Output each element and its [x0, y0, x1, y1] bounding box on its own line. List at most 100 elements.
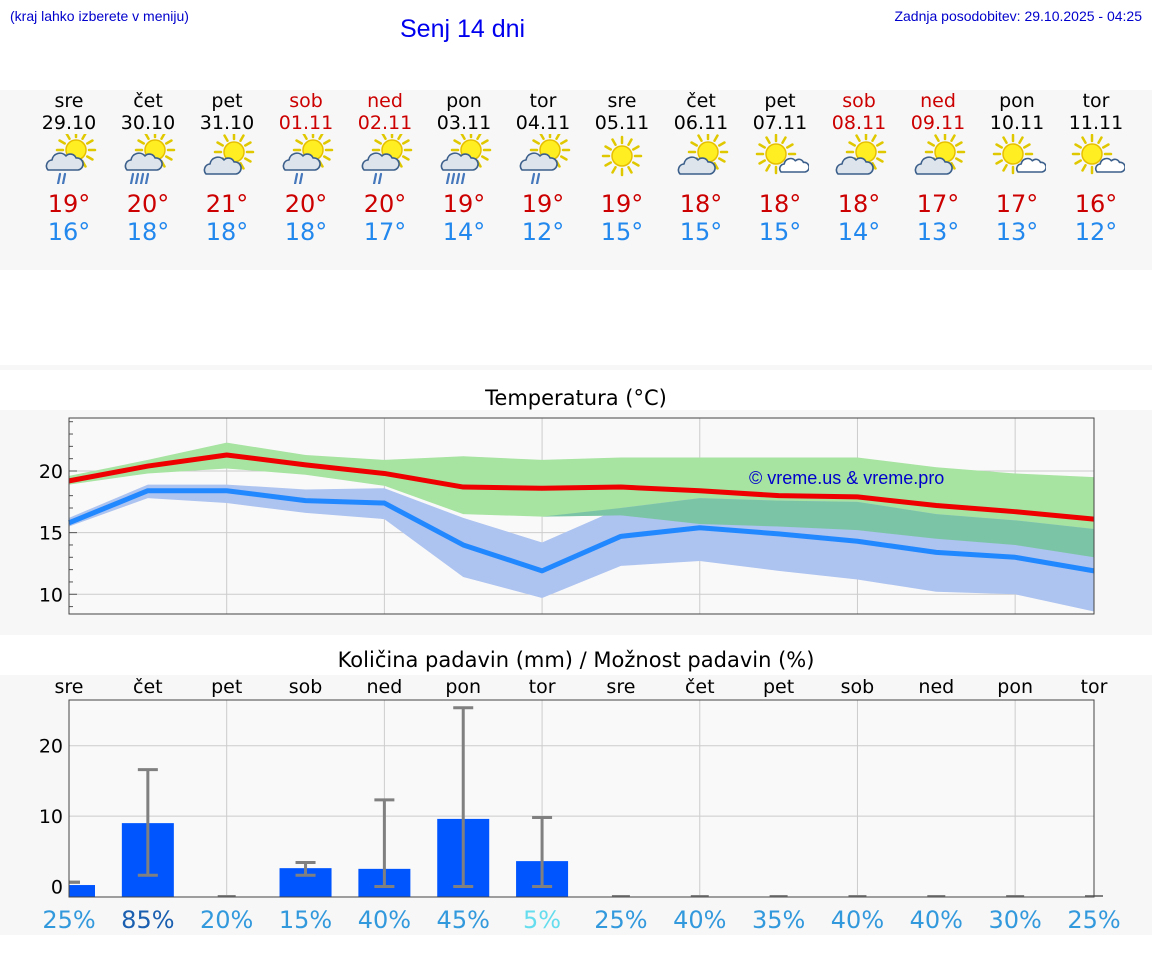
day-name: pet: [211, 90, 243, 112]
day-date: 02.11: [357, 112, 413, 134]
forecast-day: ned 02.11 20° 17°: [346, 90, 425, 246]
y-tick-label: 20: [39, 461, 63, 483]
precipitation-probability: 40%: [673, 906, 726, 934]
x-tick-label: pon: [997, 676, 1033, 698]
sun-cloud-rain-icon: [519, 134, 571, 184]
min-temperature: 15°: [679, 218, 723, 246]
day-name: sre: [54, 90, 84, 112]
min-temperature: 13°: [995, 218, 1039, 246]
day-date: 10.11: [989, 112, 1045, 134]
watermark: © vreme.us & vreme.pro: [749, 468, 944, 488]
x-tick-label: pet: [763, 676, 794, 698]
sun-cloud-icon: [203, 134, 255, 175]
y-tick-label: 0: [51, 876, 63, 898]
min-temperature: 18°: [284, 218, 328, 246]
forecast-strip: sre 29.10 19° 16° čet 30.10 20° 18° pet 31.10 21° 1…: [0, 90, 1152, 270]
sun-cloud-rain-icon: [282, 134, 334, 184]
sun-cloud-icon: [835, 134, 887, 175]
min-temperature: 14°: [837, 218, 881, 246]
day-name: pet: [764, 90, 796, 112]
x-tick-label: ned: [918, 676, 954, 698]
precipitation-probability: 25%: [1067, 906, 1120, 934]
precipitation-probability: 25%: [594, 906, 647, 934]
forecast-day: tor 11.11 16° 12°: [1057, 90, 1136, 246]
forecast-day: sob 08.11 18° 14°: [820, 90, 899, 246]
y-tick-label: 20: [39, 736, 63, 758]
day-date: 01.11: [278, 112, 334, 134]
day-date: 29.10: [41, 112, 97, 134]
precipitation-probability: 30%: [988, 906, 1041, 934]
day-date: 09.11: [910, 112, 966, 134]
min-temperature: 15°: [758, 218, 802, 246]
sun-cloud-rain-icon: [361, 134, 413, 184]
sun-cloud-icon: [677, 134, 729, 175]
day-date: 07.11: [752, 112, 808, 134]
sun-small-cloud-icon: [1071, 134, 1125, 175]
day-name: čet: [686, 90, 716, 112]
last-updated: Zadnja posodobitev: 29.10.2025 - 04:25: [894, 8, 1142, 24]
sun-cloud-heavy-rain-icon: [440, 134, 492, 184]
max-temperature: 17°: [916, 190, 960, 218]
page-title: Senj 14 dni: [400, 15, 526, 43]
forecast-day: pon 03.11 19° 14°: [425, 90, 504, 246]
day-name: sob: [842, 90, 876, 112]
precipitation-probability: 45%: [437, 906, 490, 934]
x-tick-label: ned: [366, 676, 402, 698]
forecast-day: sob 01.11 20° 18°: [267, 90, 346, 246]
day-date: 03.11: [436, 112, 492, 134]
max-temperature: 18°: [679, 190, 723, 218]
max-temperature: 16°: [1074, 190, 1118, 218]
x-tick-label: pon: [445, 676, 481, 698]
min-temperature: 16°: [47, 218, 91, 246]
day-name: tor: [1082, 90, 1110, 112]
max-temperature: 18°: [837, 190, 881, 218]
precipitation-probability: 25%: [42, 906, 95, 934]
max-temperature-line-path: [68, 452, 1095, 522]
forecast-day: pon 10.11 17° 13°: [978, 90, 1057, 246]
range-overlap-band: [69, 468, 1094, 558]
min-temperature-line-path: [68, 488, 1095, 574]
day-date: 31.10: [199, 112, 255, 134]
y-tick-label: 10: [39, 584, 63, 606]
x-tick-label: sre: [606, 676, 635, 698]
max-temperature: 19°: [442, 190, 486, 218]
sun-icon: [601, 135, 643, 177]
day-name: sob: [289, 90, 323, 112]
min-temperature: 12°: [1074, 218, 1118, 246]
max-temperature: 17°: [995, 190, 1039, 218]
precipitation-probability: 40%: [358, 906, 411, 934]
precipitation-chart-title: Količina padavin (mm) / Možnost padavin …: [337, 648, 815, 672]
day-date: 04.11: [515, 112, 571, 134]
min-temperature: 18°: [205, 218, 249, 246]
x-tick-label: sob: [289, 676, 323, 698]
y-tick-label: 15: [39, 523, 63, 545]
min-temperature: 12°: [521, 218, 565, 246]
max-temperature: 18°: [758, 190, 802, 218]
day-name: sre: [607, 90, 637, 112]
min-temperature: 14°: [442, 218, 486, 246]
plot-border: [68, 699, 1095, 898]
max-temperature: 20°: [363, 190, 407, 218]
day-name: pon: [999, 90, 1035, 112]
max-temperature: 20°: [126, 190, 170, 218]
forecast-day: čet 30.10 20° 18°: [109, 90, 188, 246]
precipitation-probability: 40%: [831, 906, 884, 934]
forecast-day: pet 07.11 18° 15°: [741, 90, 820, 246]
temperature-chart-title: Temperatura (°C): [485, 386, 667, 410]
precipitation-bar: [69, 885, 95, 897]
precipitation-probability: 20%: [200, 906, 253, 934]
x-tick-label: sob: [841, 676, 875, 698]
x-tick-label: tor: [529, 676, 556, 698]
min-temperature: 15°: [600, 218, 644, 246]
min-temperature: 17°: [363, 218, 407, 246]
max-temperature: 19°: [600, 190, 644, 218]
min-temperature: 13°: [916, 218, 960, 246]
day-name: čet: [133, 90, 163, 112]
day-name: ned: [920, 90, 956, 112]
sun-cloud-rain-icon: [45, 134, 97, 184]
region-hint[interactable]: (kraj lahko izberete v meniju): [10, 8, 189, 24]
max-temperature: 21°: [205, 190, 249, 218]
forecast-day: ned 09.11 17° 13°: [899, 90, 978, 246]
forecast-day: pet 31.10 21° 18°: [188, 90, 267, 246]
